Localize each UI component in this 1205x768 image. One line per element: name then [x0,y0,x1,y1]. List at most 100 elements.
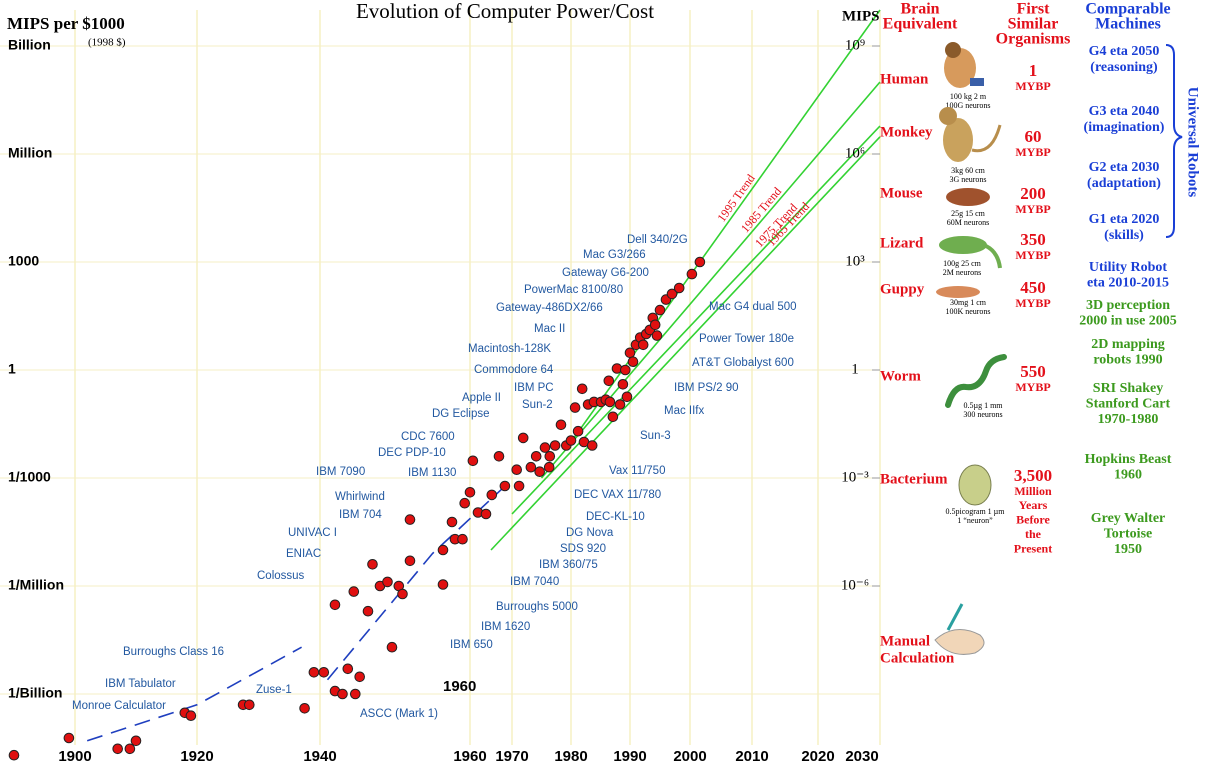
machine-label: IBM Tabulator [105,678,176,690]
machine-point [467,455,479,467]
y-axis-subtitle: (1998 $) [88,37,126,49]
brain-header: Brain [900,1,939,18]
organism-age: MYBP [1015,296,1050,310]
machine-point [649,319,661,331]
machine-label: Mac G4 dual 500 [709,301,797,313]
year-marker: 1960 [443,678,476,695]
machine-label: Gateway-486DX2/66 [496,302,603,314]
machine-point [464,487,476,498]
machine-label: IBM PC [514,382,554,394]
trend-line [540,81,881,479]
machine-label: UNIVAC I [288,527,337,539]
machine-label: Vax 11/750 [609,465,665,477]
machine-point [386,641,398,653]
machine-point [543,461,555,473]
x-tick-label: 2000 [673,748,706,765]
trend-line [490,136,881,551]
organism-caption: 100g 25 cm [943,259,982,268]
machine-point [544,451,556,462]
robot-generation: G4 eta 2050 [1089,44,1160,59]
comparable-machine: 3D perception [1086,298,1170,313]
machine-label: Monroe Calculator [72,700,166,712]
machine-label: IBM 7090 [316,466,365,478]
machine-point [637,339,649,351]
organism-caption: 3G neurons [949,175,986,184]
machine-label: Sun-3 [640,430,671,442]
monkey-body [943,118,973,162]
machine-point [576,383,588,395]
machine-point [348,586,360,597]
organism-age: 200 [1020,184,1046,203]
machine-label: IBM 650 [450,639,493,651]
robot-generation: (adaptation) [1087,176,1161,191]
grid-layer [0,10,881,745]
organism-age: 1 [1029,61,1038,80]
monkey-figure [939,107,1002,162]
brain-name: Mouse [880,185,923,201]
organism-caption: 2M neurons [943,268,981,277]
comparable-machine: 1950 [1114,542,1142,557]
machine-label: Colossus [257,570,305,582]
x-tick-label: 1980 [554,748,587,765]
machine-label: Mac G3/266 [583,249,646,261]
brain-name: Monkey [880,124,933,140]
machine-point [694,256,706,268]
organism-age: MYBP [1015,380,1050,394]
machine-point [569,402,581,413]
machine-header: Comparable [1085,1,1170,18]
organism-age: MYBP [1015,202,1050,216]
machine-label: IBM 360/75 [539,559,598,571]
x-tick-label: 1920 [180,748,213,765]
machine-point [397,588,408,600]
machine-point [620,364,631,376]
brain-name: Bacterium [880,471,948,487]
y2-tick-label: 10⁻⁶ [841,577,869,593]
machine-point [513,480,525,492]
machine-label: DG Nova [566,527,614,539]
robot-generation: G1 eta 2020 [1089,212,1160,227]
guppy-figure [936,286,980,298]
machine-point [586,440,598,451]
machine-label: IBM 7040 [510,576,559,588]
machine-point [404,514,416,525]
organism-illustrations [934,42,1183,655]
robot-generation: (imagination) [1084,120,1165,135]
monkey-head [939,107,957,125]
trend-line [570,9,881,443]
machine-label: Whirlwind [335,491,385,503]
lizard-tail [985,244,1002,269]
chart-title: Evolution of Computer Power/Cost [356,0,654,23]
machine-label: AT&T Globalyst 600 [692,357,794,369]
hand-figure [934,603,985,655]
machine-label: Sun-2 [522,399,553,411]
machine-point [185,710,197,722]
machine-point [112,743,123,755]
machine-label: ASCC (Mark 1) [360,708,438,720]
mouse-figure [946,188,990,206]
machine-point [337,688,348,700]
machine-point [572,425,584,437]
organism-caption: 3kg 60 cm [951,166,986,175]
machine-point [517,432,529,444]
machine-point [525,461,537,473]
machine-point [607,411,619,423]
organism-header: Organisms [996,31,1071,48]
organism-caption: 60M neurons [947,218,989,227]
comparable-machine: Stanford Cart [1086,397,1171,412]
y-tick-label: Billion [8,37,51,53]
organism-age: 60 [1025,127,1042,146]
universal-robots-label: Universal Robots [1185,87,1201,198]
machine-point [404,555,416,567]
x-tick-label: 2010 [735,748,768,765]
y-tick-label: 1 [8,361,16,377]
machine-label: ENIAC [286,548,321,560]
organism-age: 3,500 [1014,466,1052,485]
organism-header: First [1017,1,1051,18]
x-tick-label: 1960 [453,748,486,765]
organism-age: MYBP [1015,79,1050,93]
machine-point [624,347,636,359]
machine-point [63,732,75,744]
machine-point [654,304,666,316]
comparable-machine: eta 2010-2015 [1087,276,1169,291]
